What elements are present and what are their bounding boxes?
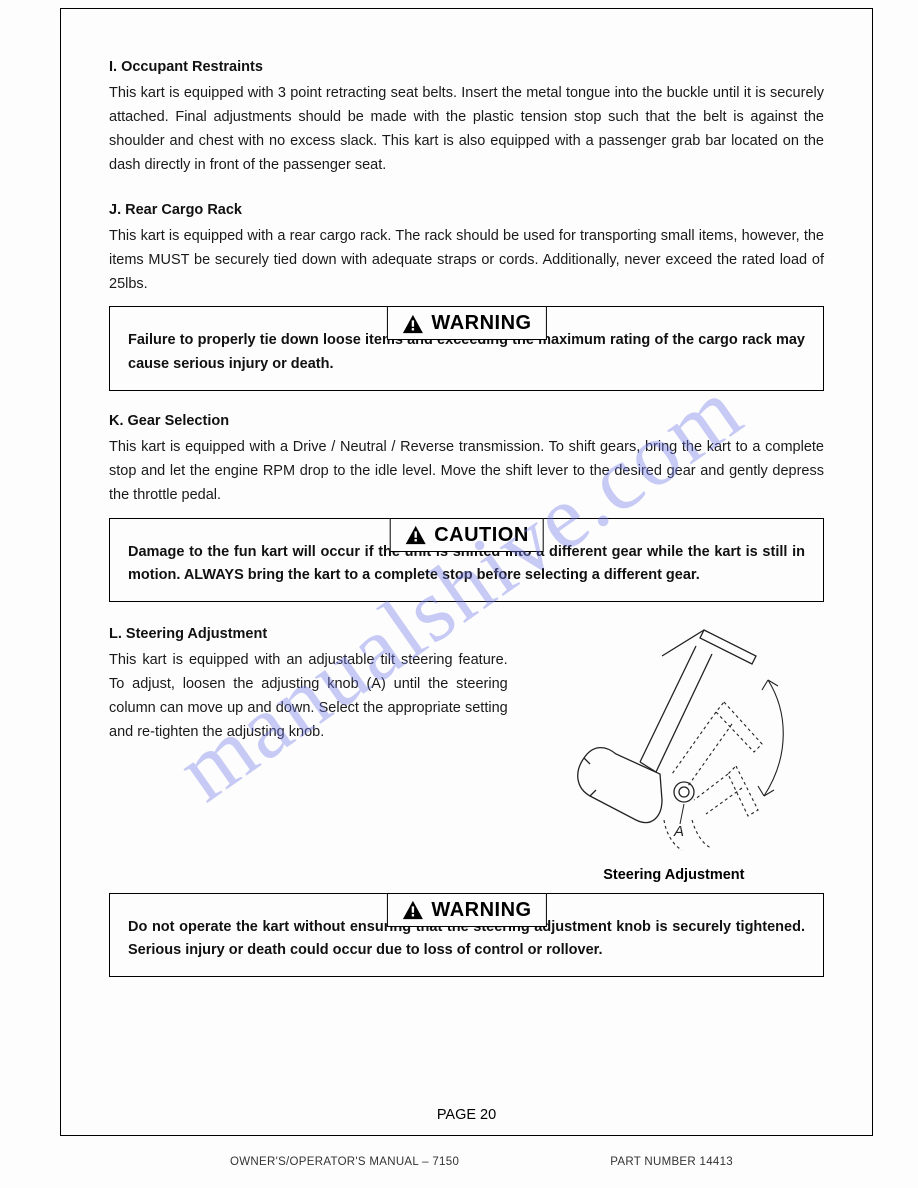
caution-box-gear: CAUTION Damage to the fun kart will occu… (109, 518, 824, 602)
warning-label-text-steering: WARNING (431, 899, 531, 922)
heading-gear-selection: K. Gear Selection (109, 413, 824, 429)
heading-steering-adjustment: L. Steering Adjustment (109, 626, 508, 642)
manual-page: manualshive.com I. Occupant Restraints T… (0, 0, 918, 1188)
steering-adjustment-diagram: A (544, 624, 804, 854)
page-frame: I. Occupant Restraints This kart is equi… (60, 8, 873, 1136)
section-steering: L. Steering Adjustment This kart is equi… (109, 624, 824, 883)
footer-part-number: PART NUMBER 14413 (610, 1156, 733, 1168)
warning-label: WARNING (386, 306, 546, 340)
warning-box-cargo: WARNING Failure to properly tie down loo… (109, 306, 824, 390)
warning-label-text: WARNING (431, 312, 531, 335)
steering-text-column: L. Steering Adjustment This kart is equi… (109, 624, 508, 883)
warning-triangle-icon (401, 900, 423, 920)
warning-label-steering: WARNING (386, 893, 546, 927)
footer: OWNER'S/OPERATOR'S MANUAL – 7150 PART NU… (60, 1156, 873, 1168)
figure-label-a: A (673, 823, 684, 840)
warning-box-steering: WARNING Do not operate the kart without … (109, 893, 824, 977)
page-number: PAGE 20 (61, 1107, 872, 1123)
body-rear-cargo-rack: This kart is equipped with a rear cargo … (109, 225, 824, 297)
body-steering-adjustment: This kart is equipped with an adjustable… (109, 649, 508, 745)
body-gear-selection: This kart is equipped with a Drive / Neu… (109, 436, 824, 508)
body-occupant-restraints: This kart is equipped with 3 point retra… (109, 82, 824, 178)
steering-figure-column: A Steering Adjustment (524, 624, 824, 883)
caution-label: CAUTION (389, 518, 544, 552)
footer-manual-title: OWNER'S/OPERATOR'S MANUAL – 7150 (230, 1156, 459, 1168)
caution-label-text: CAUTION (434, 524, 529, 547)
heading-rear-cargo-rack: J. Rear Cargo Rack (109, 202, 824, 218)
figure-caption-steering: Steering Adjustment (524, 867, 824, 883)
heading-occupant-restraints: I. Occupant Restraints (109, 59, 824, 75)
warning-triangle-icon (404, 525, 426, 545)
warning-triangle-icon (401, 314, 423, 334)
